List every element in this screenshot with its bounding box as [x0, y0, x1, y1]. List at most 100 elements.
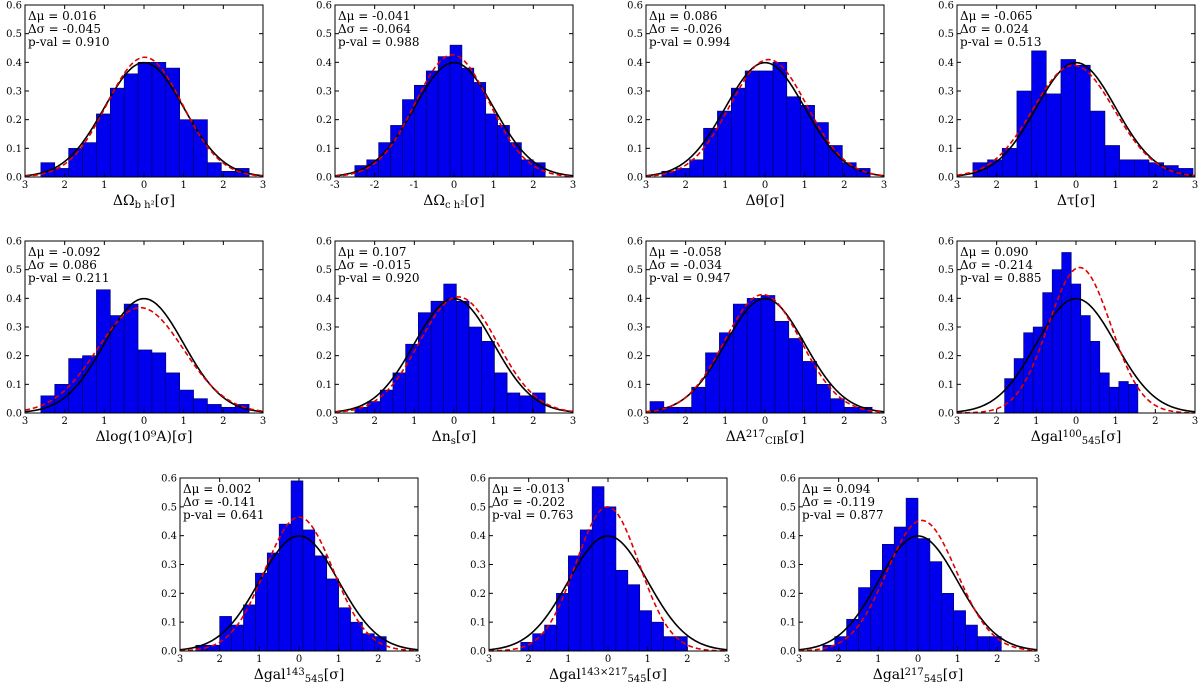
gaussian-fit-curve [956, 266, 1196, 414]
y-tick-label: 0.3 [316, 87, 332, 98]
histogram-bar [689, 159, 704, 178]
y-tick-label: 0.2 [316, 351, 332, 362]
x-axis-label: Δns[σ] [432, 429, 477, 447]
standard-normal-curve [24, 297, 264, 413]
histogram-bar [179, 389, 194, 414]
histogram-bar [302, 529, 316, 652]
x-tick-label: 3 [260, 416, 266, 427]
histogram-bar [519, 395, 533, 414]
y-tick-label: 0.3 [938, 87, 954, 98]
x-tick-label: 1 [335, 654, 341, 665]
histogram-bar [663, 636, 676, 652]
histogram-panel: 0.0 0.1 0.2 0.3 0.4 0.5 0.6 3 2 1 0 1 2 3 Δgal143×2175… [470, 474, 730, 685]
histogram-bar [417, 312, 432, 414]
y-tick-label: 0.6 [316, 1, 332, 12]
histogram-bar [989, 636, 1002, 652]
y-tick-label: 0.0 [780, 647, 796, 658]
histogram-bar [556, 593, 569, 652]
delta-sigma-annotation: Δσ = -0.141 [183, 495, 256, 509]
y-tick-label: 0.3 [316, 323, 332, 334]
histogram-panel: 0.0 0.1 0.2 0.3 0.4 0.5 0.6 3 2 1 0 1 2 3 Δgal143545[σ… [161, 474, 421, 685]
p-value-annotation: p-val = 0.641 [183, 508, 265, 522]
histogram-bar [844, 406, 859, 414]
x-axis-label: Δτ[σ] [1057, 193, 1095, 209]
y-tick-label: 0.4 [316, 58, 332, 69]
x-tick-label: 2 [682, 416, 688, 427]
histogram-bar [532, 633, 545, 652]
y-tick-label: 0.4 [6, 58, 22, 69]
x-tick-label: 3 [486, 654, 492, 665]
x-tick-label: 2 [530, 180, 536, 191]
x-tick-label: 3 [796, 654, 802, 665]
x-tick-label: 3 [22, 416, 28, 427]
histogram-bar [456, 300, 470, 414]
x-tick-label: 3 [954, 416, 960, 427]
y-tick-label: 0.5 [316, 265, 332, 276]
y-tick-label: 0.3 [938, 323, 954, 334]
histogram-bar [744, 70, 760, 178]
x-tick-label: 2 [1152, 180, 1158, 191]
histogram-bar [1045, 93, 1062, 178]
gaussian-fit-curve [24, 306, 264, 412]
histogram-bar [473, 82, 487, 178]
histogram-bar [481, 341, 495, 414]
x-tick-label: 0 [296, 654, 302, 665]
y-tick-label: 0.6 [938, 1, 954, 12]
y-tick-label: 0.5 [161, 502, 177, 513]
histogram-bar [1128, 384, 1139, 414]
x-tick-label: 3 [415, 654, 421, 665]
y-tick-label: 0.6 [316, 237, 332, 248]
x-tick-label: 3 [1192, 180, 1198, 191]
x-tick-label: 1 [490, 416, 496, 427]
y-tick-label: 0.0 [316, 409, 332, 420]
x-tick-label: 0 [141, 180, 147, 191]
x-tick-label: 1 [801, 416, 807, 427]
histogram-bar [290, 480, 304, 652]
y-tick-label: 0.3 [627, 323, 643, 334]
y-tick-label: 0.5 [6, 29, 22, 40]
x-tick-label: 1 [954, 654, 960, 665]
histogram-bar [732, 303, 748, 414]
delta-sigma-annotation: Δσ = -0.034 [649, 258, 722, 272]
x-tick-label: 2 [371, 416, 377, 427]
histogram-panel: 0.0 0.1 0.2 0.3 0.4 0.5 0.6 3 2 1 0 1 2 3 Δgal217545[σ… [780, 474, 1040, 685]
histogram-bar [881, 544, 895, 652]
y-tick-label: 0.0 [161, 647, 177, 658]
histogram-bar [266, 552, 280, 652]
histogram-bar [929, 561, 943, 652]
y-tick-label: 0.5 [938, 29, 954, 40]
x-axis-label: ΔΩb h²[σ] [113, 193, 175, 211]
y-tick-label: 0.0 [627, 409, 643, 420]
histogram-panel: 0.0 0.1 0.2 0.3 0.4 0.5 0.6 3 2 1 0 1 2 3 ΔA217CIB[σ] Δ… [627, 237, 887, 447]
histogram-bar [774, 320, 790, 414]
y-tick-label: 0.5 [938, 265, 954, 276]
x-tick-label: -2 [370, 180, 380, 191]
histogram-bar [972, 162, 988, 178]
x-tick-label: 2 [525, 654, 531, 665]
p-value-annotation: p-val = 0.920 [338, 271, 420, 285]
histogram-bar [390, 125, 403, 178]
y-tick-label: 0.5 [470, 502, 486, 513]
y-tick-label: 0.2 [780, 589, 796, 600]
histogram-bar [367, 401, 381, 414]
histogram-bar [179, 119, 194, 178]
delta-mu-annotation: Δμ = -0.013 [492, 482, 565, 496]
y-tick-label: 0.6 [470, 474, 486, 485]
histogram-bar [521, 159, 534, 178]
y-tick-label: 0.2 [6, 351, 22, 362]
histogram-bar [760, 295, 776, 414]
x-tick-label: 2 [684, 654, 690, 665]
histogram-bar [1023, 332, 1034, 414]
x-tick-label: -1 [409, 180, 419, 191]
histogram-bar [414, 84, 427, 178]
y-tick-label: 0.1 [938, 144, 954, 155]
histogram-bar [497, 125, 510, 178]
histogram-bar [717, 110, 732, 178]
delta-sigma-annotation: Δσ = 0.024 [960, 22, 1029, 36]
y-tick-label: 0.3 [6, 87, 22, 98]
y-tick-label: 0.4 [780, 531, 796, 542]
x-tick-label: 1 [180, 416, 186, 427]
y-tick-label: 0.6 [6, 237, 22, 248]
histogram-bar [705, 352, 720, 414]
